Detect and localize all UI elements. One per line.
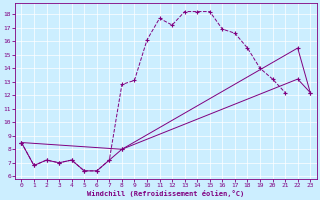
X-axis label: Windchill (Refroidissement éolien,°C): Windchill (Refroidissement éolien,°C) [87, 190, 244, 197]
